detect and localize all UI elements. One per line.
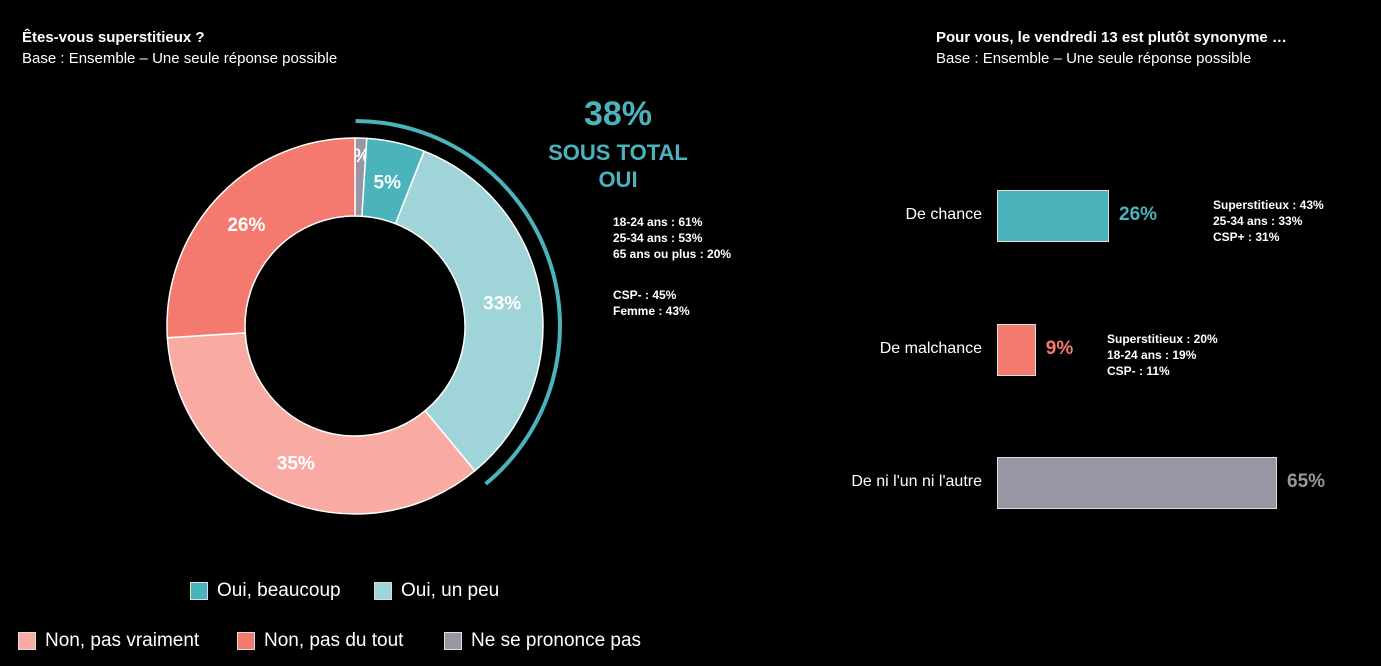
donut-note: CSP- : 45% bbox=[613, 288, 677, 302]
donut-notes-group1: 18-24 ans : 61% 25-34 ans : 53% 65 ans o… bbox=[613, 214, 731, 262]
legend-label: Ne se prononce pas bbox=[471, 630, 642, 651]
legend-label: Non, pas vraiment bbox=[45, 630, 200, 651]
donut-chart: 1%5%33%35%26% bbox=[166, 119, 562, 515]
legend-label: Oui, un peu bbox=[401, 580, 500, 601]
donut-subtitle: Base : Ensemble – Une seule réponse poss… bbox=[22, 50, 338, 67]
subtotal-label: SOUS TOTAL OUI bbox=[518, 139, 718, 193]
bar-note: Superstitieux : 20% bbox=[1107, 332, 1218, 346]
bar bbox=[997, 457, 1277, 509]
bar-note: CSP- : 11% bbox=[1107, 364, 1170, 378]
bar-note: CSP+ : 31% bbox=[1213, 230, 1280, 244]
bar-subtitle: Base : Ensemble – Une seule réponse poss… bbox=[936, 50, 1252, 67]
bar bbox=[997, 190, 1109, 242]
donut-notes-group2: CSP- : 45% Femme : 43% bbox=[613, 287, 690, 319]
donut-note: 65 ans ou plus : 20% bbox=[613, 247, 732, 261]
bar bbox=[997, 324, 1036, 376]
bar-value-label: 9% bbox=[1045, 338, 1074, 359]
legend-item: Oui, un peu bbox=[374, 580, 499, 602]
legend-label: Oui, beaucoup bbox=[217, 580, 341, 601]
legend-swatch bbox=[444, 632, 462, 650]
bar-note: 25-34 ans : 33% bbox=[1213, 214, 1303, 228]
donut-slice-label: 35% bbox=[277, 454, 315, 475]
subtotal-label-line2: OUI bbox=[598, 167, 638, 192]
donut-slice-label: 33% bbox=[483, 294, 521, 315]
bar-note: 18-24 ans : 19% bbox=[1107, 348, 1197, 362]
legend-swatch bbox=[237, 632, 255, 650]
donut-note: 18-24 ans : 61% bbox=[613, 215, 703, 229]
bar-value-label: 65% bbox=[1287, 471, 1326, 492]
bar-category-label: De chance bbox=[905, 206, 983, 223]
legend-swatch bbox=[190, 582, 208, 600]
donut-slice-label: 26% bbox=[227, 215, 265, 236]
bar-category-label: De ni l'un ni l'autre bbox=[851, 473, 982, 490]
legend-swatch bbox=[374, 582, 392, 600]
bar-value-label: 26% bbox=[1119, 204, 1158, 225]
bar-notes: Superstitieux : 20% 18-24 ans : 19% CSP- :… bbox=[1107, 331, 1218, 379]
bar-category-label: De malchance bbox=[879, 340, 982, 357]
legend-label: Non, pas du tout bbox=[264, 630, 404, 651]
bar-notes: Superstitieux : 43% 25-34 ans : 33% CSP+ :… bbox=[1213, 197, 1324, 245]
donut-slice bbox=[166, 332, 476, 515]
donut-slice-label: 5% bbox=[374, 173, 402, 194]
legend-item: Oui, beaucoup bbox=[190, 580, 341, 602]
legend-swatch bbox=[18, 632, 36, 650]
donut-slice bbox=[166, 137, 356, 339]
bar-title: Pour vous, le vendredi 13 est plutôt syn… bbox=[936, 29, 1287, 46]
bar-note: Superstitieux : 43% bbox=[1213, 198, 1324, 212]
donut-slice bbox=[394, 150, 544, 472]
legend-item: Ne se prononce pas bbox=[444, 630, 641, 652]
donut-note: Femme : 43% bbox=[613, 304, 690, 318]
legend-item: Non, pas du tout bbox=[237, 630, 403, 652]
subtotal-value: 38% bbox=[583, 95, 653, 133]
subtotal-label-line1: SOUS TOTAL bbox=[548, 140, 688, 165]
legend-item: Non, pas vraiment bbox=[18, 630, 199, 652]
donut-title: Êtes-vous superstitieux ? bbox=[22, 29, 205, 46]
donut-note: 25-34 ans : 53% bbox=[613, 231, 703, 245]
subtotal-arc bbox=[355, 119, 562, 486]
